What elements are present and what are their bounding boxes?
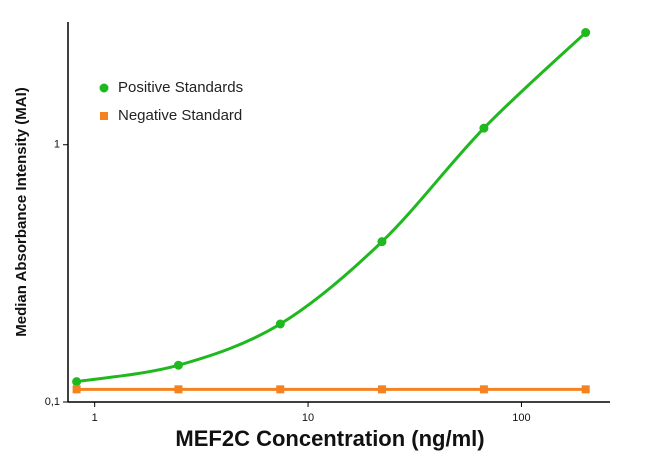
marker	[173, 360, 183, 370]
x-axis-label: MEF2C Concentration (ng/ml)	[175, 426, 484, 451]
legend-marker	[99, 83, 109, 93]
marker	[581, 28, 591, 38]
legend-marker	[100, 112, 108, 120]
x-tick-label: 100	[512, 412, 530, 424]
marker	[581, 385, 590, 394]
marker	[377, 385, 386, 394]
series-line	[76, 31, 587, 384]
legend-label: Positive Standards	[118, 79, 243, 96]
y-axis-label: Median Absorbance Intensity (MAI)	[13, 87, 30, 336]
marker	[72, 385, 81, 394]
marker	[72, 377, 82, 387]
marker	[479, 385, 488, 394]
marker	[275, 319, 285, 329]
marker	[479, 123, 489, 133]
marker	[174, 385, 183, 394]
x-tick-label: 1	[92, 412, 98, 424]
marker	[377, 237, 387, 247]
marker	[276, 385, 285, 394]
legend-label: Negative Standard	[118, 107, 242, 124]
y-tick-label: 0,1	[45, 396, 60, 408]
y-tick-label: 1	[54, 139, 60, 151]
x-tick-label: 10	[302, 412, 314, 424]
